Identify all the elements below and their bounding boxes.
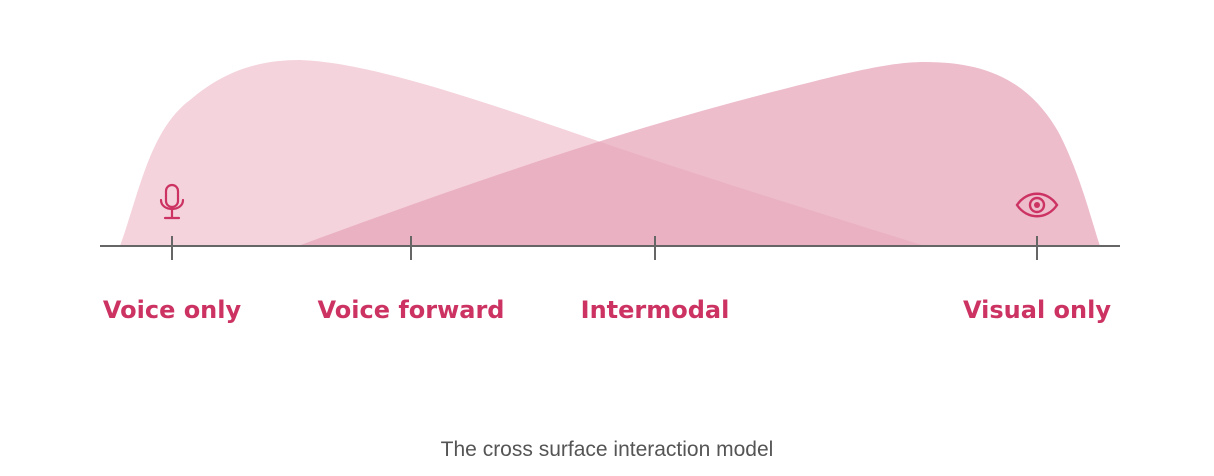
label-voice-only: Voice only: [103, 296, 242, 324]
label-intermodal: Intermodal: [581, 296, 730, 324]
label-voice-forward: Voice forward: [318, 296, 505, 324]
label-visual-only: Visual only: [963, 296, 1111, 324]
microphone-icon: [159, 183, 185, 220]
eye-icon: [1015, 192, 1059, 218]
visual-curve: [298, 62, 1100, 246]
figure-caption: The cross surface interaction model: [440, 438, 774, 461]
